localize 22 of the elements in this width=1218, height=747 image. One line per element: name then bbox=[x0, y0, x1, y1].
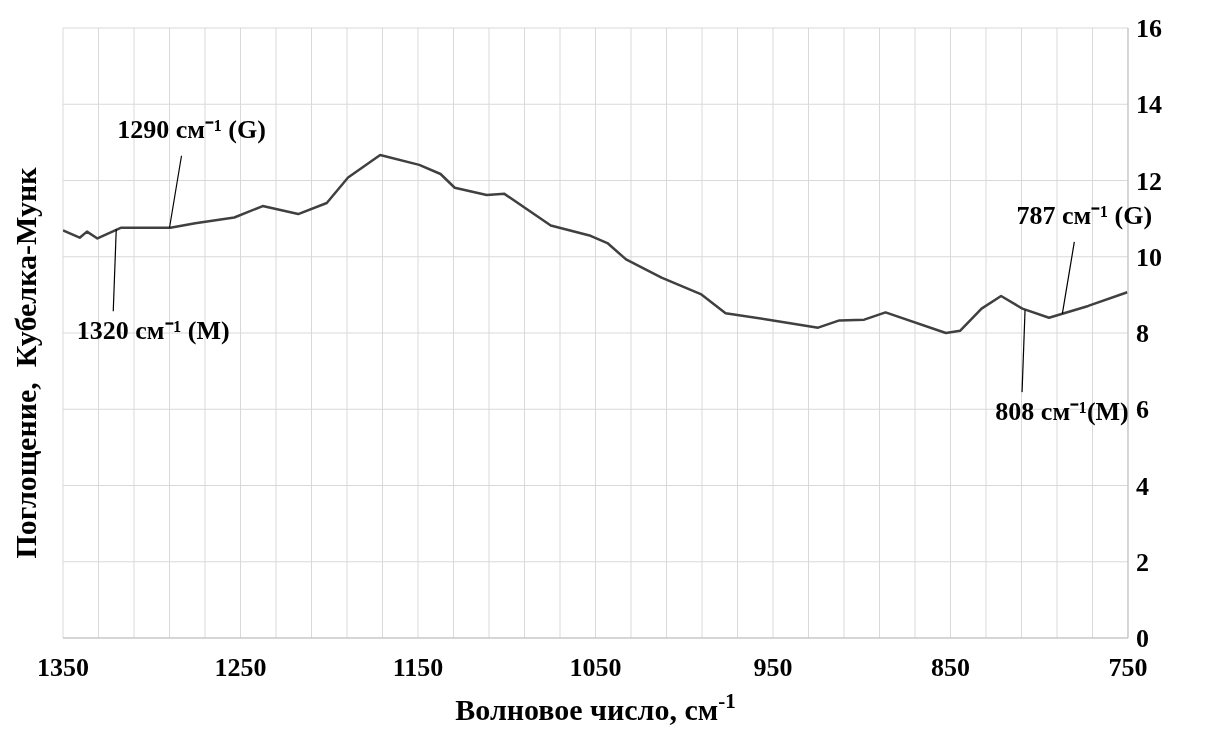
y-tick-label: 16 bbox=[1136, 14, 1162, 44]
y-tick-label: 14 bbox=[1136, 90, 1162, 120]
x-tick-label: 1050 bbox=[569, 653, 622, 683]
y-tick-label: 4 bbox=[1136, 471, 1149, 501]
y-tick-label: 2 bbox=[1136, 547, 1149, 577]
x-tick-label: 1250 bbox=[214, 653, 267, 683]
x-tick-label: 750 bbox=[1108, 653, 1148, 683]
y-tick-label: 6 bbox=[1136, 395, 1149, 425]
annotation: 787 см⁻¹ (G) bbox=[1016, 200, 1153, 230]
annotation: 1320 см⁻¹ (M) bbox=[76, 316, 230, 346]
y-tick-label: 10 bbox=[1136, 242, 1162, 272]
annotation: 1290 см⁻¹ (G) bbox=[117, 114, 266, 144]
y-tick-label: 12 bbox=[1136, 166, 1162, 196]
y-axis-title: Поглощение, Кубелка-Мунк bbox=[9, 167, 43, 559]
y-tick-label: 0 bbox=[1136, 624, 1149, 654]
x-tick-label: 1350 bbox=[37, 653, 89, 683]
annotation: 808 см⁻¹(M) bbox=[995, 397, 1129, 427]
y-tick-label: 8 bbox=[1136, 319, 1149, 349]
x-tick-label: 950 bbox=[753, 653, 793, 683]
x-tick-label: 850 bbox=[931, 653, 970, 683]
x-tick-label: 1150 bbox=[392, 653, 444, 683]
x-axis-title: Волновое число, см$^{-1}$ bbox=[455, 689, 736, 726]
